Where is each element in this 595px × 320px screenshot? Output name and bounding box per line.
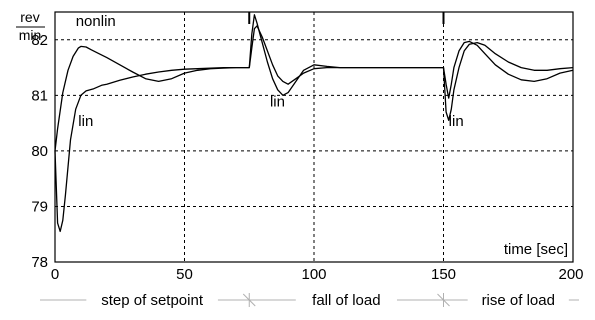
x-axis-label: time [sec] [504,241,568,258]
y-tick-label: 80 [31,143,48,160]
phase-label: fall of load [312,292,380,309]
y-unit-numerator: rev [20,9,39,25]
series-line-nonlin [54,14,574,151]
phase-label-bg [467,290,569,310]
phase-bar: step of setpoint fall of load rise of load [40,290,579,310]
x-tick-label: 100 [301,266,326,283]
phase-label: step of setpoint [101,292,204,309]
y-tick-label: 78 [31,254,48,271]
y-unit-denominator: min [19,27,42,43]
phase-label: rise of load [482,292,555,309]
phase-separator-slash [437,293,450,307]
grid-lines [55,12,573,262]
series-lines [54,14,574,233]
x-tick-labels: 0 50 100 150 200 [51,266,584,283]
x-tick-label: 0 [51,266,59,283]
x-axis-label-bg [477,238,571,259]
x-tick-label: 50 [176,266,193,283]
plot-area [54,11,574,263]
event-markers [248,12,445,24]
phase-label-bg [86,290,218,310]
series-annotation: lin [449,113,464,130]
x-tick-label: 200 [558,266,583,283]
y-tick-label: 79 [31,198,48,215]
series-annotation: lin [78,113,93,130]
y-tick-label: 81 [31,87,48,104]
annotations: nonlin lin lin lin [76,13,464,130]
phase-separator-slash [242,293,256,307]
y-tick-labels: 78 79 80 81 82 [31,32,48,271]
series-annotation: nonlin [76,13,116,30]
x-tick-label: 150 [431,266,456,283]
y-tick-label: 82 [31,32,48,49]
series-line-lin [54,25,574,233]
phase-label-bg [295,290,397,310]
series-annotation: lin [270,93,285,110]
